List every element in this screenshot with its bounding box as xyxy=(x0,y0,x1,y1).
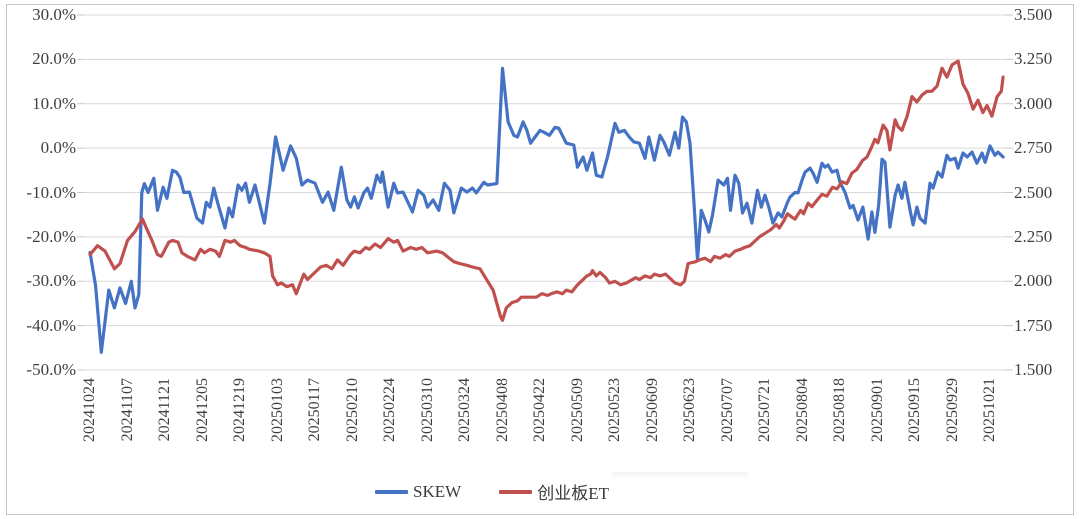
x-axis-date-label: 20250929 xyxy=(943,378,961,442)
x-axis-date-label: 20250609 xyxy=(643,378,661,442)
x-axis-date-label: 20250509 xyxy=(568,378,586,442)
x-axis-date-label: 20241107 xyxy=(118,378,136,442)
x-axis-date-label: 20250804 xyxy=(793,378,811,442)
right-axis-tick-label: 3.500 xyxy=(1014,5,1053,24)
legend: SKEW 创业板ET xyxy=(375,479,609,504)
x-axis-date-label: 20241205 xyxy=(193,378,211,442)
x-axis-date-label: 20250818 xyxy=(831,378,848,442)
left-axis-tick-label: -10.0% xyxy=(26,182,76,202)
x-axis-date-label: 20250915 xyxy=(906,378,923,442)
x-axis-date-label: 20250103 xyxy=(268,378,286,442)
left-axis-tick-label: -40.0% xyxy=(26,315,76,335)
legend-item-skew: SKEW xyxy=(375,482,461,502)
legend-label-etf: 创业板ET xyxy=(537,484,609,503)
x-axis-date-label: 20250422 xyxy=(531,378,548,442)
skew-line xyxy=(88,66,1005,354)
right-axis-tick-label: 3.250 xyxy=(1014,49,1053,69)
right-axis-tick-label: 3.000 xyxy=(1014,93,1053,113)
right-axis-tick-label: 2.750 xyxy=(1014,138,1053,158)
legend-label-skew: SKEW xyxy=(413,481,462,501)
x-axis-date-label: 20250623 xyxy=(681,378,698,442)
x-axis-date-label: 20241121 xyxy=(156,378,173,442)
chart-border xyxy=(6,4,1074,515)
x-axis-date-label: 20250210 xyxy=(343,378,361,442)
right-axis-tick-label: 2.250 xyxy=(1014,226,1053,246)
left-axis-tick-label: 10.0% xyxy=(32,93,76,113)
left-axis-tick-label: -20.0% xyxy=(26,226,76,246)
legend-item-etf: 创业板ET xyxy=(499,479,609,504)
right-axis-tick-label: 2.500 xyxy=(1014,182,1053,202)
x-axis-date-label: 20250707 xyxy=(718,378,736,442)
left-axis-tick-label: -30.0% xyxy=(26,271,76,291)
x-axis-date-label: 20250408 xyxy=(493,378,511,442)
x-axis-date-label: 20241024 xyxy=(81,378,98,442)
skew-line-swatch xyxy=(375,489,409,494)
x-axis-date-label: 20250523 xyxy=(606,378,623,442)
etf-line-swatch xyxy=(499,489,533,494)
left-axis-tick-label: -50.0% xyxy=(26,360,76,379)
right-axis-tick-label: 1.750 xyxy=(1014,315,1053,335)
x-axis-date-label: 20250324 xyxy=(456,378,473,442)
x-axis-date-label: 20250721 xyxy=(756,378,773,442)
x-axis-date-label: 20250310 xyxy=(418,378,436,442)
right-axis-tick-label: 1.500 xyxy=(1014,360,1053,379)
right-axis-tick-label: 2.000 xyxy=(1014,271,1053,291)
left-axis-tick-label: 30.0% xyxy=(32,5,76,24)
x-axis-date-label: 20250901 xyxy=(868,378,886,442)
x-axis-date-label: 20250117 xyxy=(306,378,323,442)
x-axis-date-label: 20250224 xyxy=(381,378,398,442)
x-axis-date-label: 20251021 xyxy=(981,378,998,442)
x-axis-date-label: 20241219 xyxy=(231,378,248,442)
left-axis-tick-label: 0.0% xyxy=(40,138,76,158)
etf-line xyxy=(88,59,1005,322)
legend-mask xyxy=(612,472,748,504)
left-axis-tick-label: 20.0% xyxy=(32,49,76,69)
